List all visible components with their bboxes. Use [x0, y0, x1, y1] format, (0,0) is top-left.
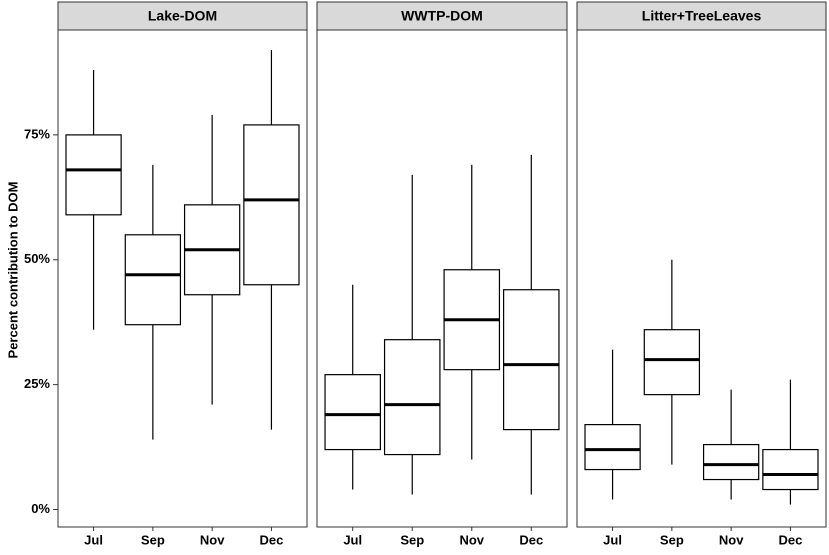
y-axis-label: Percent contribution to DOM [5, 182, 20, 359]
panel-title: Lake-DOM [148, 8, 217, 24]
x-tick-label: Nov [459, 532, 484, 547]
box [65, 134, 122, 216]
box [383, 339, 441, 456]
box [643, 329, 701, 396]
panel [316, 29, 568, 528]
box [503, 289, 560, 431]
x-tick-label: Jul [84, 532, 103, 547]
x-tick-label: Dec [259, 532, 283, 547]
panel [57, 29, 308, 528]
x-tick-label: Dec [519, 532, 543, 547]
box [702, 443, 760, 481]
y-tick-label: 25% [24, 376, 50, 391]
box [762, 448, 819, 491]
x-tick-label: Nov [719, 532, 744, 547]
y-tick-label: 75% [24, 126, 50, 141]
x-tick-label: Sep [141, 532, 165, 547]
panel [576, 29, 827, 528]
y-tick-label: 50% [24, 251, 50, 266]
x-tick-label: Jul [603, 532, 622, 547]
x-tick-label: Sep [660, 532, 684, 547]
x-tick-label: Dec [778, 532, 802, 547]
x-tick-label: Nov [200, 532, 225, 547]
strip [576, 1, 827, 31]
box [124, 234, 182, 326]
box [243, 124, 300, 286]
panel-title: WWTP-DOM [401, 8, 483, 24]
strip [57, 1, 308, 31]
box [584, 424, 641, 471]
x-tick-label: Sep [400, 532, 424, 547]
x-tick-label: Jul [343, 532, 362, 547]
strip [316, 1, 568, 31]
box [324, 374, 381, 451]
panel-title: Litter+TreeLeaves [642, 8, 762, 24]
y-tick-label: 0% [31, 501, 50, 516]
